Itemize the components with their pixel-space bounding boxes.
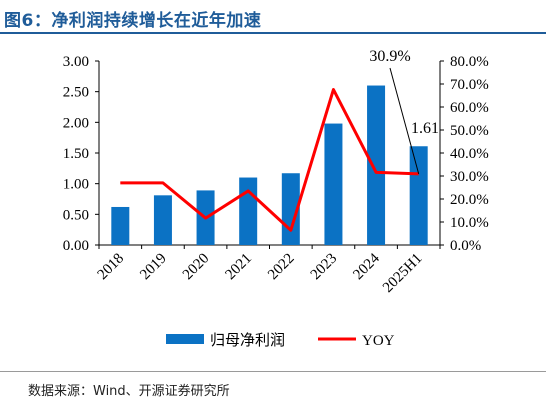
y-left-tick-label: 1.00 <box>63 177 89 193</box>
y-left-tick-label: 2.00 <box>63 115 89 131</box>
source-divider <box>0 371 546 372</box>
chart-axes <box>95 60 444 249</box>
bar-2023 <box>324 123 343 245</box>
legend-swatch-bar <box>166 334 204 344</box>
y-right-tick-label: 60.0% <box>450 100 489 116</box>
bar-series <box>111 85 428 246</box>
x-tick-label: 2020 <box>180 251 213 284</box>
x-tick-label: 2022 <box>265 251 298 284</box>
y-left-tick-label: 0.50 <box>63 207 89 223</box>
y-left-tick-label: 2.50 <box>63 85 89 101</box>
legend-label-bar: 归母净利润 <box>210 332 285 349</box>
figure-title: 图6：净利润持续增长在近年加速 <box>4 11 262 31</box>
source-note: 数据来源：Wind、开源证券研究所 <box>28 384 230 399</box>
y-left-tick-label: 3.00 <box>63 54 89 70</box>
annotations: 30.9% 1.61 <box>369 48 439 175</box>
y-right-tick-label: 50.0% <box>450 123 489 139</box>
annotation-leader-yoy <box>389 67 420 175</box>
x-tick-label: 2019 <box>137 251 170 284</box>
annotation-yoy-label: 30.9% <box>369 48 410 65</box>
legend-label-line: YOY <box>362 333 395 349</box>
title-divider <box>0 32 546 34</box>
y-left-tick-labels: 0.00 0.50 1.00 1.50 2.00 2.50 3.00 <box>63 54 89 254</box>
annotation-bar-label: 1.61 <box>411 120 439 137</box>
x-tick-label: 2021 <box>222 251 255 284</box>
bar-2021 <box>239 177 258 245</box>
legend: 归母净利润 YOY <box>166 332 395 349</box>
y-left-tick-label: 1.50 <box>63 146 89 162</box>
y-right-tick-label: 0.0% <box>450 238 481 254</box>
y-right-tick-label: 30.0% <box>450 169 489 185</box>
x-tick-label: 2025H1 <box>380 251 425 296</box>
y-right-tick-label: 70.0% <box>450 77 489 93</box>
x-tick-label: 2023 <box>308 251 341 284</box>
y-right-tick-label: 10.0% <box>450 215 489 231</box>
x-tick-label: 2024 <box>350 250 383 283</box>
y-right-tick-labels: 0.0% 10.0% 20.0% 30.0% 40.0% 50.0% 60.0% 70.0% 8… <box>450 54 489 254</box>
y-left-tick-label: 0.00 <box>63 238 89 254</box>
yoy-line <box>120 88 419 232</box>
bar-2025H1 <box>409 146 428 245</box>
bar-2018 <box>111 206 130 245</box>
y-right-tick-label: 80.0% <box>450 54 489 70</box>
y-right-tick-label: 20.0% <box>450 192 489 208</box>
x-tick-label: 2018 <box>95 251 128 284</box>
y-right-tick-label: 40.0% <box>450 146 489 162</box>
bar-2019 <box>153 195 172 245</box>
bar-2024 <box>367 85 386 246</box>
